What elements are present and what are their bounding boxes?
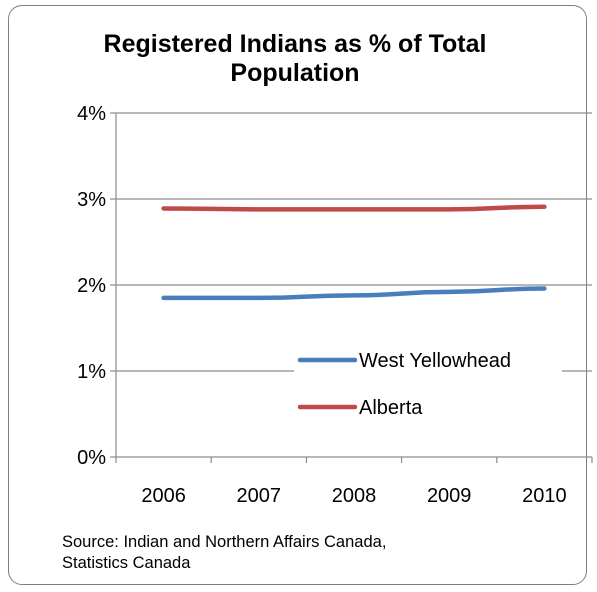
source-note: Source: Indian and Northern Affairs Cana… [62, 532, 542, 574]
legend-label-0: West Yellowhead [359, 350, 511, 372]
x-tick-label-2: 2008 [332, 485, 377, 507]
series-line-0 [161, 286, 547, 301]
x-tick-label-3: 2009 [427, 485, 472, 507]
x-tick-label-1: 2007 [237, 485, 282, 507]
source-line-1: Source: Indian and Northern Affairs Cana… [62, 533, 387, 551]
legend-label-1: Alberta [359, 397, 423, 419]
x-tick-label-4: 2010 [522, 485, 567, 507]
y-tick-label-0: 0% [77, 447, 106, 469]
y-tick-label-4: 4% [77, 103, 106, 125]
source-line-2: Statistics Canada [62, 554, 191, 572]
y-tick-label-3: 3% [77, 189, 106, 211]
x-tick-label-0: 2006 [141, 485, 186, 507]
chart-title: Registered Indians as % of Total Populat… [103, 30, 487, 87]
y-tick-label-1: 1% [77, 361, 106, 383]
series-line-1 [161, 204, 547, 212]
y-tick-label-2: 2% [77, 275, 106, 297]
